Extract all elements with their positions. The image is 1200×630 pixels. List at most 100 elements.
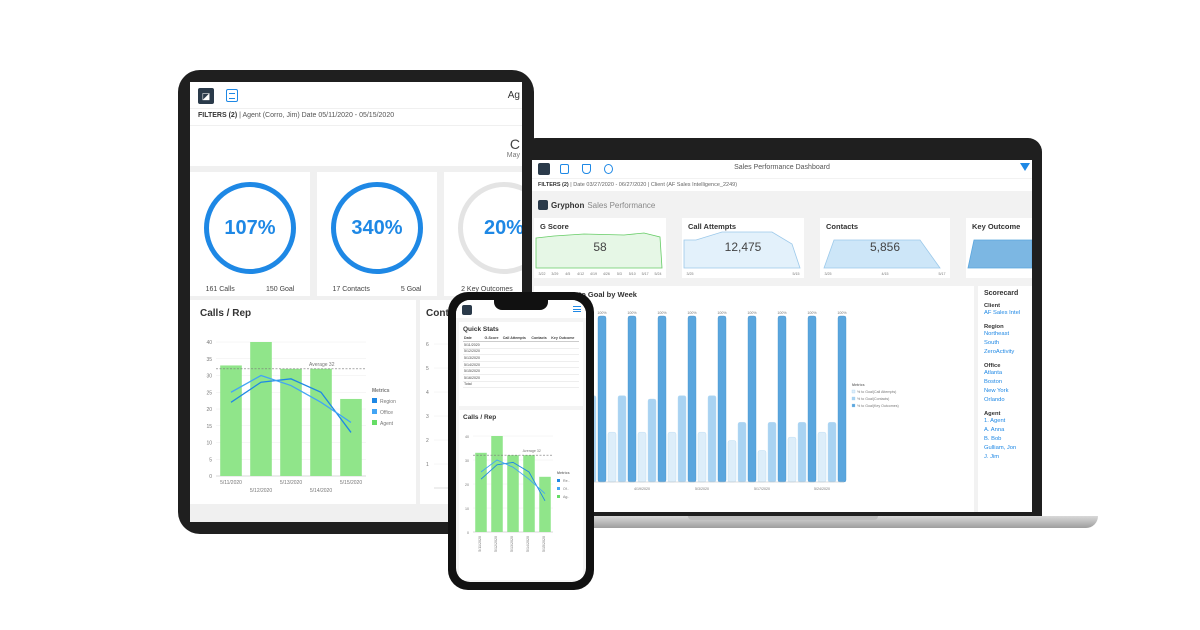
- legend-swatch: [372, 409, 377, 414]
- sparkline-area: [535, 232, 663, 269]
- card-value: 12,475: [724, 240, 762, 254]
- scorecard-link[interactable]: B. Bob: [984, 436, 1002, 442]
- scorecard-group-agent: Agent: [984, 411, 1001, 417]
- table-cell: [483, 348, 502, 356]
- card-contacts[interactable]: 3/25 4/15 5/17 Contacts 5,856: [820, 218, 950, 278]
- filters-label[interactable]: FILTERS (2): [198, 112, 238, 119]
- table-row: Total: [463, 381, 579, 389]
- sparkline-axis-label: 4/26: [603, 272, 610, 276]
- table-cell: 5/14/2020: [463, 361, 484, 369]
- filters-label[interactable]: FILTERS (2): [538, 182, 569, 188]
- week-bar: [837, 315, 847, 483]
- week-bar: [757, 450, 767, 483]
- percent-to-goal-card: 100%100%100%100%100%100%100%100%100%100%…: [534, 286, 974, 512]
- table-header-cell[interactable]: Contacts: [530, 335, 551, 342]
- y-tick-label: 3: [426, 414, 429, 420]
- gryphon-logo-icon[interactable]: ◪: [198, 88, 214, 104]
- table-header-cell[interactable]: Key Outcome: [550, 335, 579, 342]
- card-value: 58: [593, 240, 607, 254]
- card-g-score[interactable]: 3/22 3/29 4/5 4/12 4/19 4/26 5/3 5/10 5/17 5/24 G…: [534, 218, 666, 278]
- phone-screen: Quick Stats Date G-Score Call Attempts Cont…: [456, 300, 586, 582]
- sparkline-axis-label: 4/5: [565, 272, 570, 276]
- kpi-card-key-outcomes[interactable]: 20% 2 Key Outcomes: [444, 172, 522, 296]
- kpi-goal: 5 Goal: [400, 286, 422, 293]
- table-cell: [483, 361, 502, 369]
- series-line-region: [230, 378, 352, 433]
- week-bar: [807, 315, 817, 483]
- table-cell: [550, 381, 579, 389]
- report-icon[interactable]: [226, 89, 238, 102]
- scorecard-link[interactable]: Gulliam, Jon: [984, 445, 1017, 451]
- tablet-filters-bar[interactable]: FILTERS (2) | Agent (Corro, Jim) Date 05…: [190, 109, 522, 125]
- report-icon[interactable]: [560, 164, 569, 174]
- scorecard-link[interactable]: Atlanta: [984, 370, 1003, 376]
- tablet-page-title: Ag: [507, 90, 520, 101]
- scorecard-link[interactable]: Orlando: [984, 397, 1005, 403]
- card-call-attempts[interactable]: 3/25 5/15 Call Attempts 12,475: [682, 218, 804, 278]
- sparkline-area: [823, 239, 941, 269]
- agent-bar: [475, 452, 487, 532]
- average-label: Average 32: [309, 362, 335, 368]
- table-header-cell[interactable]: G-Score: [483, 335, 502, 342]
- table-header-cell[interactable]: Date: [463, 335, 484, 342]
- kpi-ring: 340%: [331, 182, 423, 274]
- x-tick-label: 5/14/2020: [310, 488, 332, 494]
- week-bar: [827, 422, 837, 483]
- gryphon-logo-icon[interactable]: [462, 305, 472, 315]
- bar-value-label: 100%: [627, 311, 637, 315]
- laptop-filters-bar[interactable]: FILTERS (2) | Date 03/27/2020 - 06/27/20…: [532, 179, 1032, 191]
- scorecard-group-client: Client: [984, 303, 1001, 309]
- table-cell: [501, 354, 531, 362]
- history-icon[interactable]: [604, 164, 613, 174]
- table-cell: [483, 381, 502, 389]
- table-cell: 5/11/2020: [463, 341, 484, 349]
- y-tick-label: 30: [206, 374, 212, 380]
- scorecard-group-region: Region: [984, 324, 1004, 330]
- scorecard-link[interactable]: Northeast: [984, 331, 1010, 337]
- y-tick-label: 4: [426, 390, 429, 396]
- scorecard-link[interactable]: New York: [984, 388, 1009, 394]
- sparkline-axis-label: 3/25: [825, 272, 832, 276]
- table-cell: 5/15/2020: [463, 367, 484, 375]
- y-tick-label: 0: [209, 474, 212, 480]
- week-bar: [597, 315, 607, 483]
- table-cell: [501, 348, 531, 356]
- y-tick-label: 10: [206, 441, 212, 447]
- kpi-card-contacts[interactable]: 340% 17 Contacts 5 Goal: [317, 172, 437, 296]
- bookmark-icon[interactable]: [582, 164, 591, 174]
- scorecard-link[interactable]: J. Jim: [984, 454, 1000, 460]
- gryphon-logo-icon[interactable]: [538, 163, 550, 175]
- scorecard-link[interactable]: AF Sales Intel: [984, 310, 1021, 316]
- laptop-device: Sales Performance Dashboard FILTERS (2) …: [522, 138, 1042, 520]
- tablet-summary-band: C May: [190, 126, 522, 166]
- y-tick-label: 40: [465, 435, 469, 439]
- x-tick-label: 5/13/2020: [510, 536, 514, 552]
- agent-bar: [280, 368, 302, 476]
- legend-title: Metrics: [557, 471, 570, 475]
- scorecard-group-office: Office: [984, 363, 1001, 369]
- agent-bar: [491, 436, 503, 532]
- bar-value-label: 100%: [747, 311, 757, 315]
- kpi-card-calls[interactable]: 107% 161 Calls 150 Goal: [190, 172, 310, 296]
- week-bar: [767, 422, 777, 483]
- legend-swatch: [851, 389, 856, 394]
- scorecard-link[interactable]: South: [984, 340, 1000, 346]
- tablet-header: ◪ Ag: [190, 82, 522, 108]
- scorecard-link[interactable]: A. Anna: [984, 427, 1005, 433]
- table-cell: [550, 341, 579, 349]
- table-cell: [501, 361, 531, 369]
- scorecard-link[interactable]: ZeroActivity: [984, 349, 1015, 355]
- legend-label: Re..: [563, 479, 570, 483]
- menu-icon[interactable]: [573, 306, 581, 312]
- table-cell: 5/16/2020: [463, 374, 484, 382]
- x-tick-label: 5/3/2020: [695, 487, 709, 491]
- phone-device: Quick Stats Date G-Score Call Attempts Cont…: [448, 292, 594, 590]
- table-cell: [501, 341, 531, 349]
- table-header-cell[interactable]: Call Attempts: [501, 335, 531, 342]
- card-key-outcome[interactable]: Key Outcome: [966, 218, 1032, 278]
- filter-icon[interactable]: [1020, 163, 1030, 171]
- y-tick-label: 35: [206, 357, 212, 363]
- week-bar: [727, 440, 737, 483]
- scorecard-link[interactable]: 1. Agent: [984, 418, 1006, 424]
- scorecard-link[interactable]: Boston: [984, 379, 1003, 385]
